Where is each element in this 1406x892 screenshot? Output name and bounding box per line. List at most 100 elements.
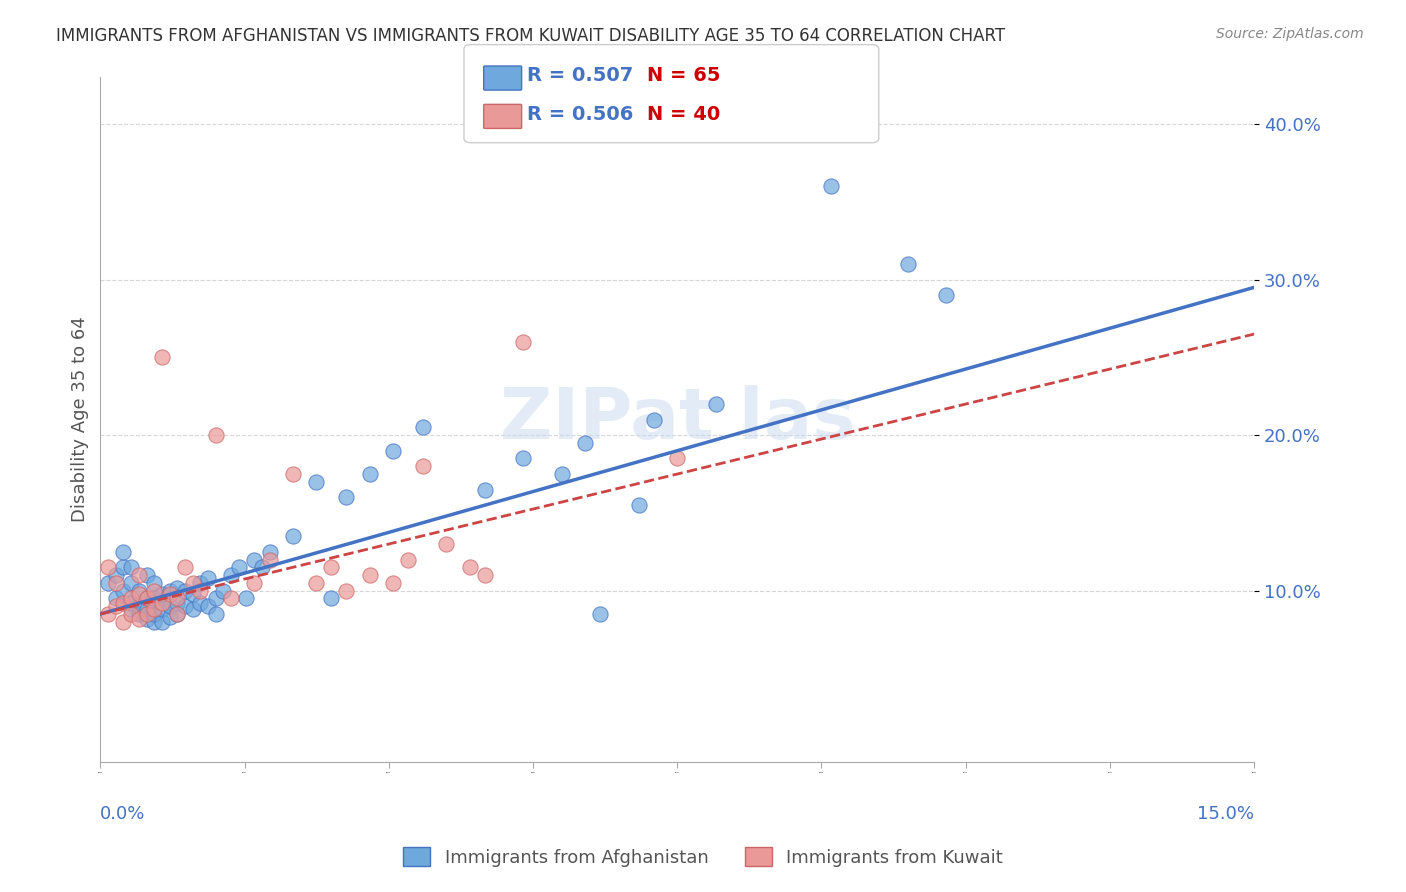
Point [396,552,419,566]
Point [97,607,120,621]
Point [666,451,689,466]
Point [197,599,219,614]
Point [135,612,157,626]
Point [120,591,142,606]
Point [128,587,150,601]
Point [212,583,235,598]
Point [250,560,273,574]
Point [150,587,173,601]
Point [143,607,166,621]
Point [159,587,181,601]
Point [381,575,404,590]
Point [243,552,266,566]
Point [319,560,342,574]
Point [166,591,188,606]
Point [897,257,920,271]
Point [150,596,173,610]
Legend: Immigrants from Afghanistan, Immigrants from Kuwait: Immigrants from Afghanistan, Immigrants … [396,840,1010,874]
Point [143,591,166,606]
Point [97,575,120,590]
Point [135,607,157,621]
Point [120,596,142,610]
Point [474,483,496,497]
Text: R = 0.506: R = 0.506 [527,104,634,124]
Point [305,475,328,489]
Point [150,615,173,629]
Text: N = 65: N = 65 [647,66,720,86]
Point [281,467,304,481]
Point [188,596,211,610]
Point [174,599,197,614]
Point [436,537,458,551]
Point [174,560,197,574]
Point [143,575,166,590]
Point [305,575,328,590]
Point [512,451,534,466]
Point [412,459,434,474]
Point [188,575,211,590]
Point [97,560,120,574]
Point [120,575,142,590]
Point [128,583,150,598]
Point [204,607,226,621]
Point [120,607,142,621]
Point [166,607,188,621]
Point [166,581,188,595]
Point [135,591,157,606]
Point [104,568,127,582]
Text: ZIPat las: ZIPat las [499,385,855,454]
Point [120,560,142,574]
Point [204,591,226,606]
Point [159,599,181,614]
Point [412,420,434,434]
Point [188,583,211,598]
Point [135,591,157,606]
Point [935,288,957,302]
Point [219,568,242,582]
Text: 0.0%: 0.0% [100,805,146,823]
Point [143,583,166,598]
Point [181,602,204,616]
Point [150,351,173,365]
Point [243,575,266,590]
Point [820,179,842,194]
Point [359,568,381,582]
Text: 15.0%: 15.0% [1197,805,1254,823]
Text: R = 0.507: R = 0.507 [527,66,634,86]
Point [704,397,727,411]
Point [643,412,665,426]
Point [204,428,226,442]
Point [335,491,357,505]
Point [281,529,304,543]
Point [335,583,357,598]
Text: N = 40: N = 40 [647,104,720,124]
Point [181,575,204,590]
Point [512,334,534,349]
Point [574,436,596,450]
Point [112,545,135,559]
Point [135,568,157,582]
Point [143,615,166,629]
Point [359,467,381,481]
Y-axis label: Disability Age 35 to 64: Disability Age 35 to 64 [72,317,89,523]
Point [112,615,135,629]
Point [474,568,496,582]
Point [112,560,135,574]
Point [135,602,157,616]
Point [235,591,257,606]
Point [589,607,612,621]
Point [120,602,142,616]
Point [174,583,197,598]
Point [128,568,150,582]
Point [159,583,181,598]
Text: Source: ZipAtlas.com: Source: ZipAtlas.com [1216,27,1364,41]
Point [128,607,150,621]
Point [319,591,342,606]
Point [166,596,188,610]
Point [259,545,281,559]
Point [104,575,127,590]
Point [181,587,204,601]
Point [112,583,135,598]
Point [150,602,173,616]
Point [259,552,281,566]
